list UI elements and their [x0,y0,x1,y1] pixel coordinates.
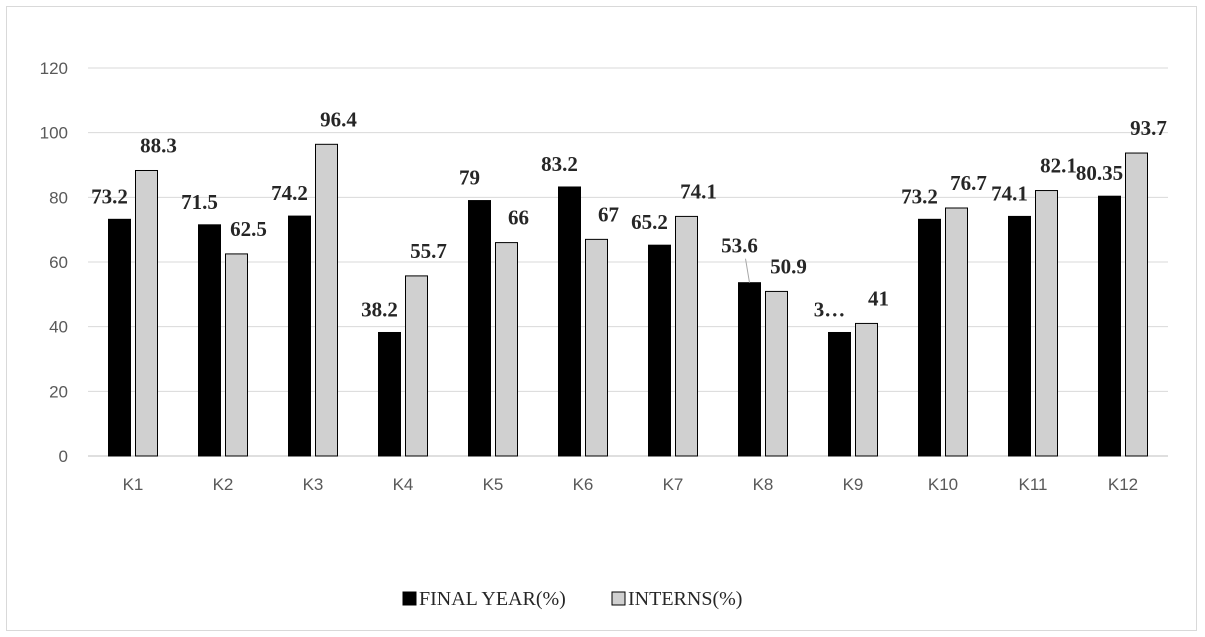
data-label: 71.5 [181,190,218,214]
legend-swatch [611,591,626,606]
x-tick-label: K7 [663,475,684,494]
bar-interns [945,207,968,457]
bar-final-year [108,218,131,457]
data-label: 53.6 [721,234,758,258]
bar-interns [765,290,788,457]
leader-line [745,258,750,283]
y-tick-label: 100 [40,124,68,143]
data-label: 38.2 [361,297,398,321]
bar-final-year [558,186,581,457]
bar-interns [405,275,428,457]
data-label: 65.2 [631,210,668,234]
x-tick-label: K12 [1108,475,1138,494]
y-tick-label: 120 [40,59,68,78]
bar-interns [225,253,248,457]
data-label: 74.2 [271,181,308,205]
data-label: 3… [814,297,846,321]
bar-interns [315,143,338,457]
bar-final-year [828,331,851,457]
legend-swatch [402,591,417,606]
x-tick-label: K10 [928,475,958,494]
bar-interns [855,322,878,457]
bar-interns [495,242,518,457]
bar-final-year [1098,195,1121,457]
bar-final-year [378,331,401,457]
x-tick-label: K3 [303,475,324,494]
data-label: 66 [508,206,529,230]
x-tick-label: K2 [213,475,234,494]
bar-interns [1125,152,1148,457]
y-tick-label: 0 [59,447,68,466]
data-label: 76.7 [950,171,987,195]
y-tick-label: 20 [49,382,68,401]
legend-label: INTERNS(%) [628,588,742,610]
bar-final-year [648,244,671,457]
y-tick-label: 80 [49,188,68,207]
bar-final-year [1008,215,1031,457]
data-label: 96.4 [320,107,357,131]
data-label: 79 [459,166,480,190]
y-tick-label: 40 [49,318,68,337]
x-tick-label: K8 [753,475,774,494]
x-tick-label: K9 [843,475,864,494]
data-label: 73.2 [901,184,938,208]
bar-final-year [918,218,941,457]
bar-final-year [198,224,221,457]
data-label: 55.7 [410,239,447,263]
x-tick-label: K6 [573,475,594,494]
data-label: 41 [868,286,889,310]
data-label: 73.2 [91,184,128,208]
data-label: 80.35 [1076,161,1123,185]
data-label: 88.3 [140,133,177,157]
data-label: 62.5 [230,217,267,241]
data-label: 93.7 [1130,116,1167,140]
data-label: 50.9 [770,254,807,278]
bar-final-year [738,282,761,457]
legend-label: FINAL YEAR(%) [419,588,566,610]
x-tick-label: K11 [1019,475,1048,494]
bar-interns [675,215,698,457]
bar-final-year [288,215,311,457]
data-label: 74.1 [680,179,717,203]
bar-interns [135,169,158,457]
bar-final-year [468,200,491,457]
x-tick-label: K1 [123,475,144,494]
data-label: 82.1 [1040,154,1077,178]
x-tick-label: K4 [393,475,414,494]
data-label: 74.1 [991,181,1028,205]
data-label: 83.2 [541,152,578,176]
x-tick-label: K5 [483,475,504,494]
y-tick-label: 60 [49,253,68,272]
bar-interns [1035,190,1058,457]
data-label: 67 [598,202,619,226]
bar-interns [585,238,608,457]
